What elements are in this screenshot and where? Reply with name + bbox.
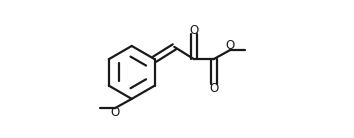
Text: O: O bbox=[110, 106, 120, 119]
Text: O: O bbox=[209, 82, 218, 95]
Text: O: O bbox=[189, 24, 199, 37]
Text: O: O bbox=[225, 39, 235, 52]
